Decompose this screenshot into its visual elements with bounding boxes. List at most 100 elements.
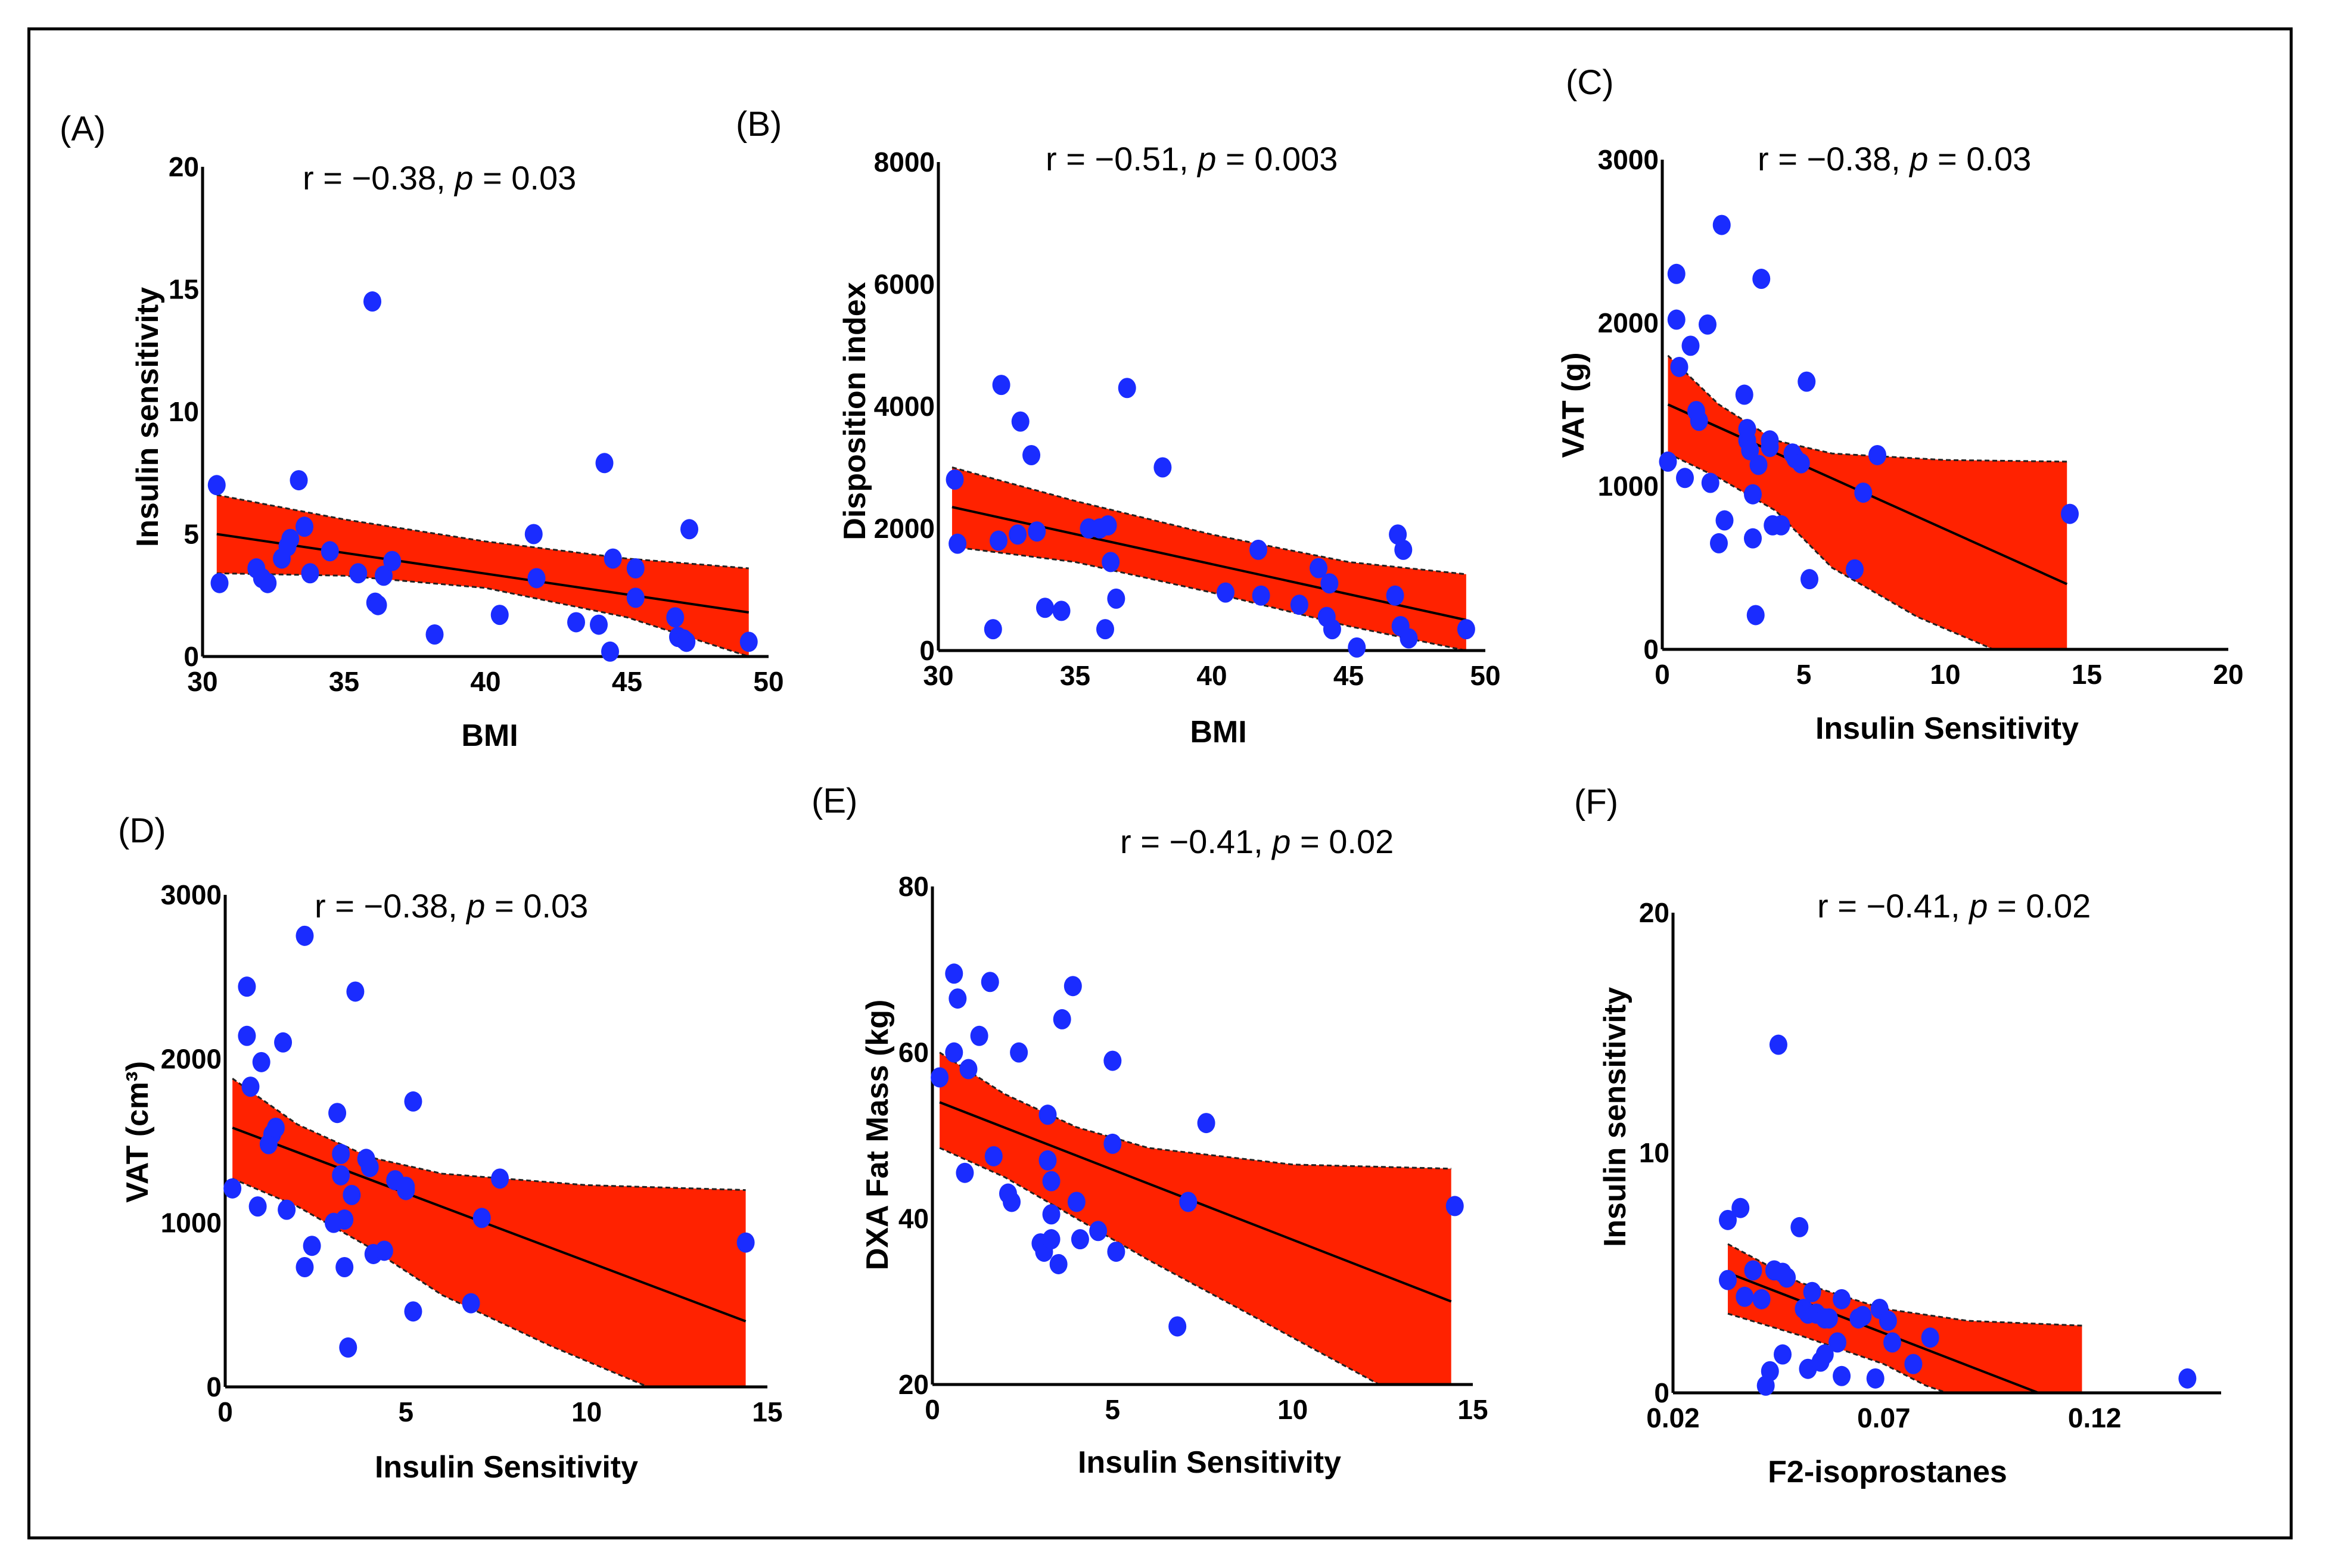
- stat-annotation: r = −0.38, p = 0.03: [1758, 140, 2031, 178]
- data-point: [590, 614, 608, 635]
- data-point: [1921, 1327, 1939, 1348]
- data-point: [1904, 1354, 1923, 1374]
- data-point: [1883, 1332, 1901, 1353]
- data-point: [981, 972, 999, 993]
- data-point: [1744, 528, 1762, 549]
- data-point: [1798, 371, 1816, 392]
- data-point: [1749, 455, 1768, 475]
- data-point: [328, 1103, 347, 1124]
- y-tick-label: 0: [184, 641, 199, 672]
- data-point: [210, 573, 229, 593]
- data-point: [984, 1146, 1003, 1166]
- data-point: [375, 565, 393, 586]
- data-point: [1854, 1306, 1872, 1327]
- data-point: [1667, 309, 1686, 330]
- data-point: [1701, 472, 1719, 493]
- x-tick-label: 50: [1470, 660, 1500, 691]
- data-point: [296, 1257, 314, 1278]
- data-point: [956, 1162, 974, 1183]
- data-point: [425, 624, 444, 645]
- data-point: [1042, 1204, 1061, 1225]
- y-tick-label: 2000: [874, 513, 935, 544]
- y-tick-label: 8000: [874, 147, 935, 178]
- x-tick-label: 0.02: [1646, 1402, 1700, 1433]
- y-axis-label: VAT (cm³): [120, 1061, 155, 1203]
- data-point: [252, 1051, 270, 1072]
- data-point: [1681, 335, 1700, 356]
- data-point: [567, 612, 585, 633]
- data-point: [1719, 1270, 1737, 1290]
- data-point: [1752, 1289, 1771, 1309]
- data-point: [1323, 619, 1341, 640]
- y-tick-label: 10: [1639, 1137, 1669, 1168]
- data-point: [238, 1025, 256, 1046]
- data-point: [321, 541, 339, 562]
- data-point: [1067, 1191, 1086, 1212]
- data-point: [1833, 1365, 1851, 1386]
- panel-label: (E): [811, 782, 857, 820]
- x-tick-label: 15: [752, 1396, 782, 1427]
- data-point: [1099, 515, 1117, 536]
- figure-frame: [27, 27, 2293, 1539]
- x-axis-label: Insulin Sensitivity: [1078, 1445, 1341, 1480]
- ci-lower-line: [951, 546, 1467, 652]
- data-point: [666, 607, 685, 628]
- data-point: [1103, 1050, 1122, 1071]
- x-tick-label: 0: [1655, 659, 1670, 690]
- data-point: [1778, 1267, 1796, 1288]
- data-point: [1107, 1242, 1125, 1262]
- data-point: [739, 631, 758, 652]
- y-tick-label: 0: [1654, 1377, 1669, 1408]
- data-point: [1052, 601, 1071, 621]
- ci-upper-line: [1667, 354, 2067, 463]
- x-tick-label: 10: [1930, 659, 1960, 690]
- stat-annotation: r = −0.41, p = 0.02: [1817, 887, 2091, 925]
- data-point: [332, 1165, 350, 1186]
- data-point: [1042, 1171, 1061, 1191]
- x-tick-label: 20: [2213, 659, 2243, 690]
- regression-line: [1727, 1271, 2039, 1394]
- panel-label: (C): [1566, 63, 1614, 102]
- data-point: [303, 1236, 321, 1256]
- data-point: [604, 548, 622, 569]
- data-point: [1710, 533, 1728, 553]
- data-point: [1731, 1197, 1750, 1218]
- data-point: [1310, 558, 1328, 578]
- data-point: [1252, 585, 1270, 606]
- data-point: [626, 558, 645, 579]
- data-point: [1036, 598, 1055, 618]
- x-tick-label: 50: [753, 666, 783, 697]
- panel-label: (A): [60, 110, 105, 148]
- y-tick-label: 3000: [161, 879, 222, 910]
- panel-label: (B): [736, 105, 782, 144]
- data-point: [1042, 1229, 1061, 1250]
- data-point: [1790, 1217, 1809, 1237]
- data-point: [1445, 1196, 1464, 1217]
- data-point: [1738, 419, 1756, 440]
- x-axis-label: F2-isoprostanes: [1768, 1455, 2007, 1489]
- data-point: [1348, 637, 1366, 658]
- data-point: [301, 563, 319, 584]
- data-point: [1320, 573, 1339, 594]
- data-point: [1064, 976, 1082, 997]
- data-point: [1197, 1113, 1215, 1134]
- x-tick-label: 30: [187, 666, 217, 697]
- stat-annotation: r = −0.51, p = 0.003: [1046, 140, 1338, 178]
- x-tick-label: 15: [1457, 1394, 1488, 1425]
- data-point: [472, 1208, 491, 1228]
- data-point: [223, 1178, 242, 1199]
- y-axis-label: DXA Fat Mass (kg): [860, 1000, 895, 1271]
- y-tick-label: 2000: [1598, 307, 1659, 338]
- data-point: [970, 1025, 988, 1046]
- x-tick-label: 45: [1333, 660, 1364, 691]
- y-tick-label: 20: [1639, 897, 1669, 928]
- data-point: [343, 1184, 361, 1205]
- data-point: [1071, 1229, 1089, 1250]
- data-point: [1746, 605, 1765, 626]
- regression-line: [216, 533, 750, 614]
- data-point: [1761, 1361, 1779, 1382]
- x-axis-label: BMI: [461, 718, 518, 753]
- data-point: [281, 528, 300, 549]
